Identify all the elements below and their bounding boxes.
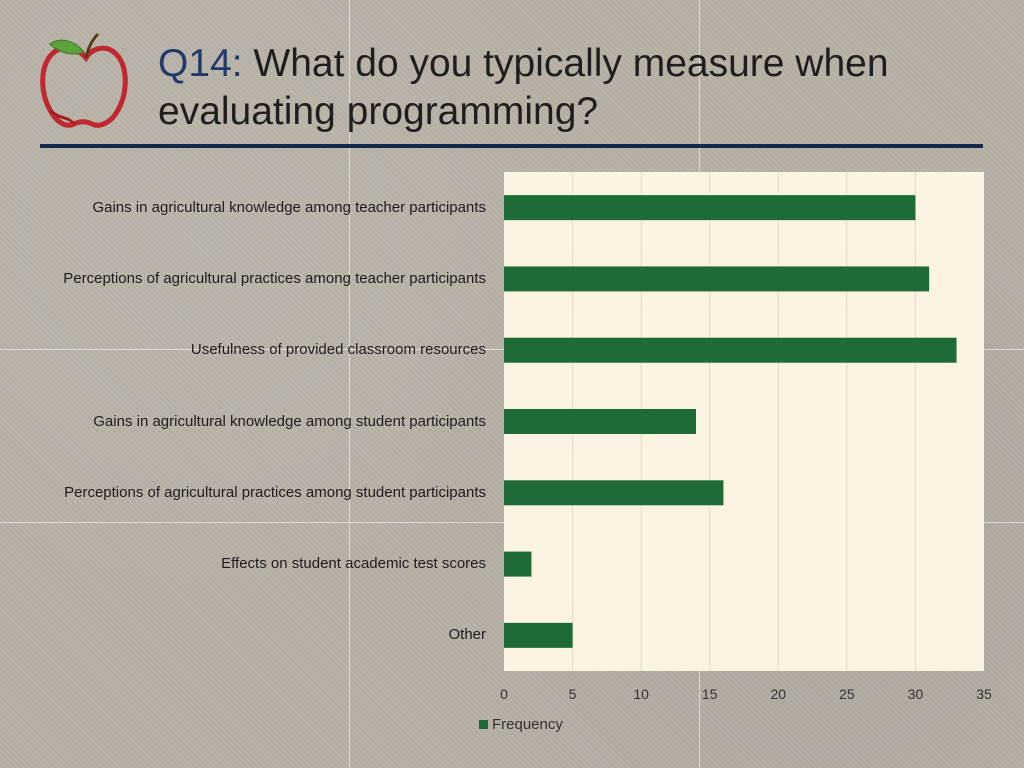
category-label: Effects on student academic test scores [221, 555, 486, 573]
question-text: What do you typically measure when evalu… [158, 42, 889, 133]
x-tick-label: 5 [569, 686, 577, 702]
category-label: Perceptions of agricultural practices am… [63, 269, 486, 287]
x-tick-label: 10 [633, 686, 649, 702]
question-number: Q14: [158, 42, 243, 85]
x-tick-label: 15 [702, 686, 718, 702]
legend-label: Frequency [492, 716, 563, 733]
category-label: Gains in agricultural knowledge among te… [92, 198, 486, 216]
bar [504, 551, 532, 577]
category-label: Other [448, 626, 486, 644]
x-tick-label: 30 [908, 686, 924, 702]
x-tick-label: 35 [976, 686, 992, 702]
bar [504, 480, 724, 506]
bar [504, 622, 573, 648]
category-label: Perceptions of agricultural practices am… [64, 483, 486, 501]
legend: Frequency [479, 716, 563, 733]
bar [504, 337, 957, 363]
background-divider-vertical [349, 0, 350, 768]
bar [504, 409, 696, 434]
title-rule [40, 144, 983, 148]
legend-swatch [479, 720, 488, 729]
x-tick-label: 25 [839, 686, 855, 702]
x-tick-label: 0 [500, 686, 508, 702]
slide-title: Q14: What do you typically measure when … [158, 40, 998, 136]
bar [504, 195, 916, 221]
bar [504, 266, 930, 292]
category-label: Usefulness of provided classroom resourc… [190, 341, 486, 359]
category-label: Gains in agricultural knowledge among st… [93, 412, 486, 430]
apple-icon [40, 32, 128, 128]
x-tick-label: 20 [770, 686, 786, 702]
